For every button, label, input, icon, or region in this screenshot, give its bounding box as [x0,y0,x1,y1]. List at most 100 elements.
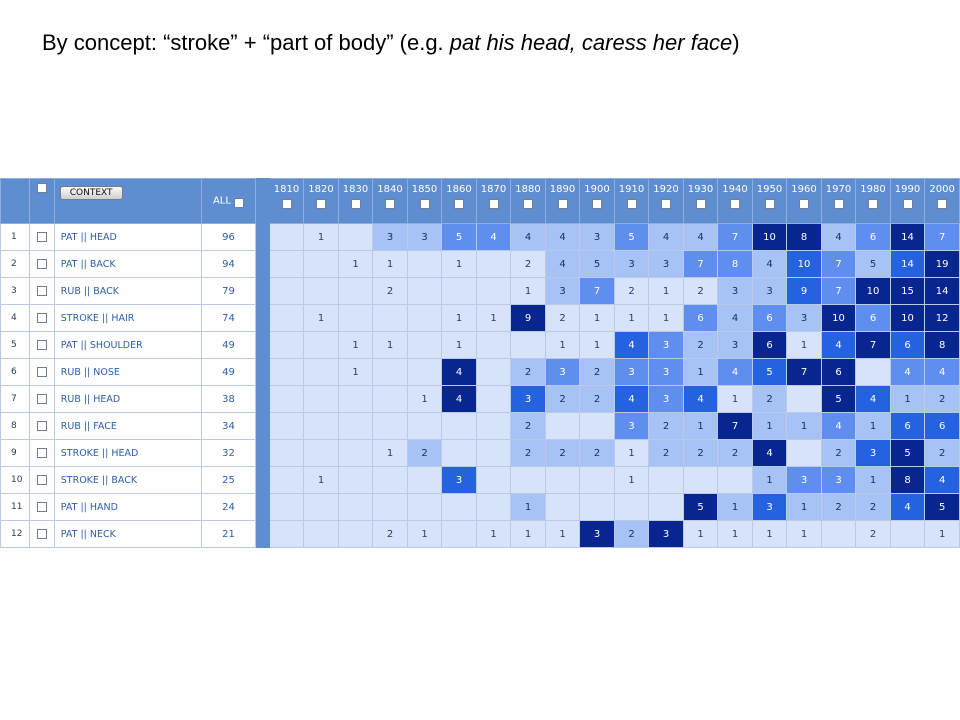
decade-count-cell[interactable]: 2 [510,250,546,278]
decade-count-cell[interactable]: 2 [820,493,857,521]
year-checkbox[interactable] [661,199,672,209]
row-checkbox[interactable] [36,420,47,431]
row-checkbox[interactable] [36,528,47,539]
decade-count-cell[interactable]: 2 [682,277,719,305]
row-checkbox[interactable] [36,312,47,323]
decade-count-cell[interactable]: 3 [717,277,753,305]
collocate-link[interactable]: RUB || NOSE [53,358,203,386]
decade-count-cell[interactable]: 5 [613,223,650,251]
decade-count-cell[interactable]: 7 [717,412,753,440]
decade-count-cell[interactable]: 4 [820,223,857,251]
decade-count-cell[interactable]: 1 [406,385,443,413]
decade-count-cell[interactable]: 1 [924,520,960,548]
decade-count-cell[interactable]: 3 [544,277,581,305]
decade-count-cell[interactable]: 7 [786,358,822,386]
collocate-link[interactable]: PAT || SHOULDER [53,331,203,359]
decade-count-cell[interactable]: 2 [820,439,857,467]
decade-count-cell[interactable]: 1 [441,250,477,278]
decade-count-cell[interactable]: 1 [855,412,891,440]
decade-count-cell[interactable]: 1 [786,520,822,548]
row-checkbox[interactable] [36,474,47,485]
year-checkbox[interactable] [419,199,430,209]
decade-count-cell[interactable]: 4 [820,412,857,440]
decade-count-cell[interactable]: 1 [613,466,650,494]
year-checkbox[interactable] [281,199,292,209]
collocate-link[interactable]: RUB || FACE [53,412,203,440]
decade-count-cell[interactable]: 19 [924,250,960,278]
collocate-link[interactable]: PAT || BACK [53,250,203,278]
decade-count-cell[interactable]: 2 [406,439,443,467]
decade-count-cell[interactable]: 7 [820,250,857,278]
collocate-link[interactable]: STROKE || HAIR [53,304,203,332]
decade-count-cell[interactable]: 2 [510,358,546,386]
decade-count-cell[interactable]: 2 [648,412,684,440]
decade-count-cell[interactable]: 14 [889,250,926,278]
decade-count-cell[interactable]: 1 [337,250,374,278]
decade-count-cell[interactable]: 1 [544,520,581,548]
decade-count-cell[interactable]: 4 [751,439,788,467]
decade-count-cell[interactable]: 1 [510,493,546,521]
decade-count-cell[interactable]: 1 [337,358,374,386]
decade-count-cell[interactable]: 4 [613,385,650,413]
row-checkbox[interactable] [36,231,47,242]
decade-count-cell[interactable]: 5 [889,439,926,467]
decade-count-cell[interactable]: 4 [682,223,719,251]
decade-count-cell[interactable]: 2 [544,439,581,467]
decade-count-cell[interactable]: 1 [406,520,443,548]
decade-count-cell[interactable]: 2 [579,358,615,386]
decade-count-cell[interactable]: 1 [303,304,339,332]
decade-count-cell[interactable]: 8 [924,331,960,359]
decade-count-cell[interactable]: 4 [544,223,581,251]
decade-count-cell[interactable]: 1 [682,520,719,548]
decade-count-cell[interactable]: 3 [786,466,822,494]
decade-count-cell[interactable]: 3 [751,277,788,305]
decade-count-cell[interactable]: 3 [786,304,822,332]
year-checkbox[interactable] [557,199,568,209]
decade-count-cell[interactable]: 4 [648,223,684,251]
decade-count-cell[interactable]: 2 [579,439,615,467]
decade-count-cell[interactable]: 3 [648,250,684,278]
decade-count-cell[interactable]: 5 [751,358,788,386]
decade-count-cell[interactable]: 4 [475,223,512,251]
decade-count-cell[interactable]: 1 [372,250,408,278]
collocate-link[interactable]: PAT || HAND [53,493,203,521]
decade-count-cell[interactable]: 2 [613,277,650,305]
collocate-link[interactable]: STROKE || BACK [53,466,203,494]
decade-count-cell[interactable]: 4 [510,223,546,251]
all-checkbox[interactable] [234,198,245,208]
decade-count-cell[interactable]: 5 [924,493,960,521]
decade-count-cell[interactable]: 2 [855,493,891,521]
decade-count-cell[interactable]: 7 [855,331,891,359]
decade-count-cell[interactable]: 1 [337,331,374,359]
decade-count-cell[interactable]: 2 [372,520,408,548]
context-button[interactable]: CONTEXT [59,186,123,200]
decade-count-cell[interactable]: 7 [579,277,615,305]
decade-count-cell[interactable]: 4 [441,358,477,386]
decade-count-cell[interactable]: 2 [648,439,684,467]
decade-count-cell[interactable]: 7 [924,223,960,251]
decade-count-cell[interactable]: 1 [510,277,546,305]
decade-count-cell[interactable]: 4 [544,250,581,278]
decade-count-cell[interactable]: 1 [786,412,822,440]
year-checkbox[interactable] [868,199,879,209]
decade-count-cell[interactable]: 1 [751,466,788,494]
row-checkbox[interactable] [36,285,47,296]
decade-count-cell[interactable]: 6 [682,304,719,332]
decade-count-cell[interactable]: 1 [441,304,477,332]
decade-count-cell[interactable]: 5 [820,385,857,413]
decade-count-cell[interactable]: 5 [682,493,719,521]
decade-count-cell[interactable]: 3 [855,439,891,467]
decade-count-cell[interactable]: 1 [717,493,753,521]
decade-count-cell[interactable]: 7 [717,223,753,251]
decade-count-cell[interactable]: 4 [924,466,960,494]
decade-count-cell[interactable]: 4 [682,385,719,413]
decade-count-cell[interactable]: 5 [579,250,615,278]
decade-count-cell[interactable]: 1 [889,385,926,413]
decade-count-cell[interactable]: 1 [372,331,408,359]
decade-count-cell[interactable]: 2 [510,439,546,467]
decade-count-cell[interactable]: 1 [475,304,512,332]
decade-count-cell[interactable]: 7 [820,277,857,305]
decade-count-cell[interactable]: 1 [751,520,788,548]
decade-count-cell[interactable]: 2 [751,385,788,413]
year-checkbox[interactable] [523,199,534,209]
